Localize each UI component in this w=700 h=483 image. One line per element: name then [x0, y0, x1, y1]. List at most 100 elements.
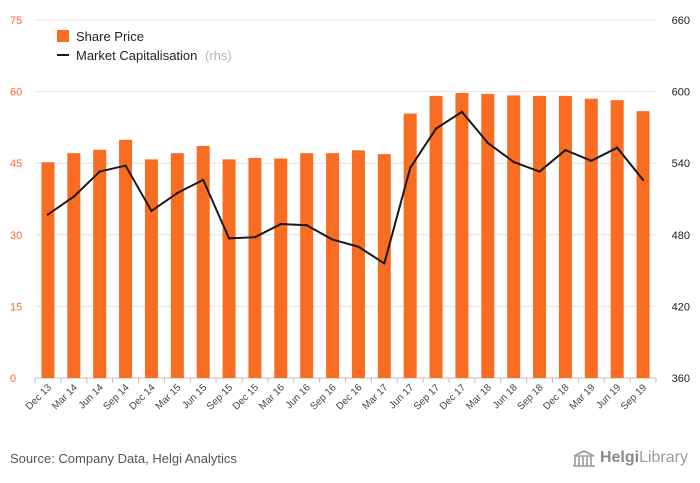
share-price-bars	[41, 93, 650, 379]
market-cap-point[interactable]	[46, 213, 50, 216]
legend-swatch-share-price	[57, 30, 69, 42]
share-price-bar[interactable]	[377, 154, 391, 378]
share-price-bar[interactable]	[274, 158, 288, 378]
x-tick-label: Sep 19	[619, 382, 649, 412]
share-price-bar[interactable]	[144, 159, 158, 378]
market-cap-point[interactable]	[305, 224, 308, 227]
left-tick-label: 75	[10, 15, 22, 27]
share-price-bar[interactable]	[222, 159, 236, 378]
source-note: Source: Company Data, Helgi Analytics	[10, 451, 237, 466]
market-cap-point[interactable]	[460, 110, 464, 114]
market-cap-point[interactable]	[124, 164, 127, 167]
share-price-bar[interactable]	[119, 139, 133, 378]
x-tick-label: Jun 17	[387, 382, 416, 411]
market-cap-point[interactable]	[357, 245, 360, 248]
left-tick-label: 15	[10, 301, 22, 313]
share-price-bar[interactable]	[558, 95, 572, 379]
x-tick-label: Dec 17	[438, 382, 468, 412]
share-price-bar[interactable]	[170, 153, 184, 378]
x-tick-label: Sep 17	[412, 382, 442, 412]
share-price-bar[interactable]	[533, 95, 547, 379]
legend-label-market-cap[interactable]: Market Capitalisation (rhs)	[76, 48, 232, 63]
x-tick-label: Mar 18	[464, 382, 494, 412]
right-tick-label: 360	[672, 373, 690, 385]
library-icon	[572, 450, 595, 467]
left-tick-label: 45	[10, 158, 22, 170]
right-tick-label: 540	[672, 158, 690, 170]
share-price-bar[interactable]	[610, 100, 624, 378]
x-tick-label: Dec 15	[231, 382, 261, 412]
market-cap-point[interactable]	[383, 262, 386, 265]
market-cap-point[interactable]	[227, 237, 231, 240]
market-cap-point[interactable]	[486, 141, 490, 145]
x-tick-label: Mar 16	[257, 382, 287, 412]
share-price-bar[interactable]	[93, 149, 107, 378]
right-axis-ticks: 360 420 480 540 600 660	[672, 15, 690, 385]
market-cap-point[interactable]	[434, 127, 438, 130]
market-cap-line	[46, 110, 645, 265]
market-cap-polyline[interactable]	[47, 110, 644, 265]
legend-market-cap-suffix: (rhs)	[205, 48, 232, 63]
right-tick-label: 660	[672, 15, 690, 27]
share-price-bar[interactable]	[351, 150, 365, 378]
x-tick-label: Jun 18	[491, 382, 520, 411]
share-price-bar[interactable]	[455, 93, 469, 379]
x-tick-label: Dec 16	[334, 382, 364, 412]
x-tick-label: Sep 18	[515, 382, 545, 412]
right-tick-label: 420	[672, 301, 690, 313]
share-price-bar[interactable]	[248, 157, 262, 378]
market-cap-point[interactable]	[408, 166, 412, 170]
x-tick-label: Dec 14	[127, 382, 157, 412]
share-price-bar[interactable]	[481, 93, 495, 378]
share-price-bar[interactable]	[41, 162, 55, 378]
share-price-bar[interactable]	[507, 95, 521, 378]
brand-part-1: Helgi	[599, 449, 640, 466]
market-cap-point[interactable]	[201, 178, 205, 182]
left-axis-ticks: 0 15 30 45 60 75	[10, 15, 22, 385]
legend-label-share-price[interactable]: Share Price	[76, 29, 144, 44]
x-tick-label: Sep 14	[101, 382, 131, 412]
market-cap-point[interactable]	[538, 170, 541, 173]
market-cap-point[interactable]	[615, 146, 619, 149]
legend: Share Price Market Capitalisation (rhs)	[57, 29, 232, 63]
x-tick-label: Mar 17	[361, 382, 391, 412]
share-price-bar[interactable]	[584, 98, 598, 378]
x-tick-label: Dec 13	[24, 382, 54, 412]
share-price-bar[interactable]	[636, 111, 650, 379]
brand-part-2: Library	[639, 449, 688, 466]
x-tick-label: Mar 19	[568, 382, 598, 412]
x-tick-label: Jun 19	[594, 382, 623, 411]
share-price-bar[interactable]	[300, 153, 314, 378]
market-cap-point[interactable]	[331, 238, 334, 241]
share-price-bar[interactable]	[403, 113, 417, 378]
x-tick-label: Mar 14	[50, 382, 80, 412]
market-cap-point[interactable]	[98, 170, 101, 173]
market-cap-point[interactable]	[564, 148, 567, 152]
x-tick-label: Sep 15	[205, 382, 235, 412]
right-tick-label: 480	[672, 230, 690, 242]
x-tick-label: Jun 14	[77, 382, 106, 411]
market-cap-point[interactable]	[590, 159, 593, 163]
x-tick-label: Jun 15	[180, 382, 209, 411]
x-tick-label: Jun 16	[284, 382, 313, 411]
x-tick-label: Dec 18	[541, 382, 571, 412]
legend-market-cap-name: Market Capitalisation	[76, 48, 197, 63]
left-tick-label: 0	[10, 373, 16, 385]
market-cap-point[interactable]	[641, 178, 645, 182]
market-cap-point[interactable]	[279, 222, 283, 226]
market-cap-point[interactable]	[150, 209, 153, 213]
x-tick-label: Mar 15	[154, 382, 184, 412]
share-price-bar[interactable]	[67, 153, 81, 378]
market-cap-point[interactable]	[72, 195, 76, 198]
brand-logo: Helgi Library	[572, 449, 688, 467]
market-cap-point[interactable]	[512, 160, 515, 164]
share-price-bar[interactable]	[326, 153, 340, 378]
market-cap-point[interactable]	[253, 235, 257, 239]
x-tick-label: Sep 16	[308, 382, 338, 412]
share-price-bar[interactable]	[429, 95, 443, 379]
share-price-bar[interactable]	[196, 146, 210, 378]
left-tick-label: 30	[10, 230, 22, 242]
market-cap-point[interactable]	[176, 191, 179, 195]
